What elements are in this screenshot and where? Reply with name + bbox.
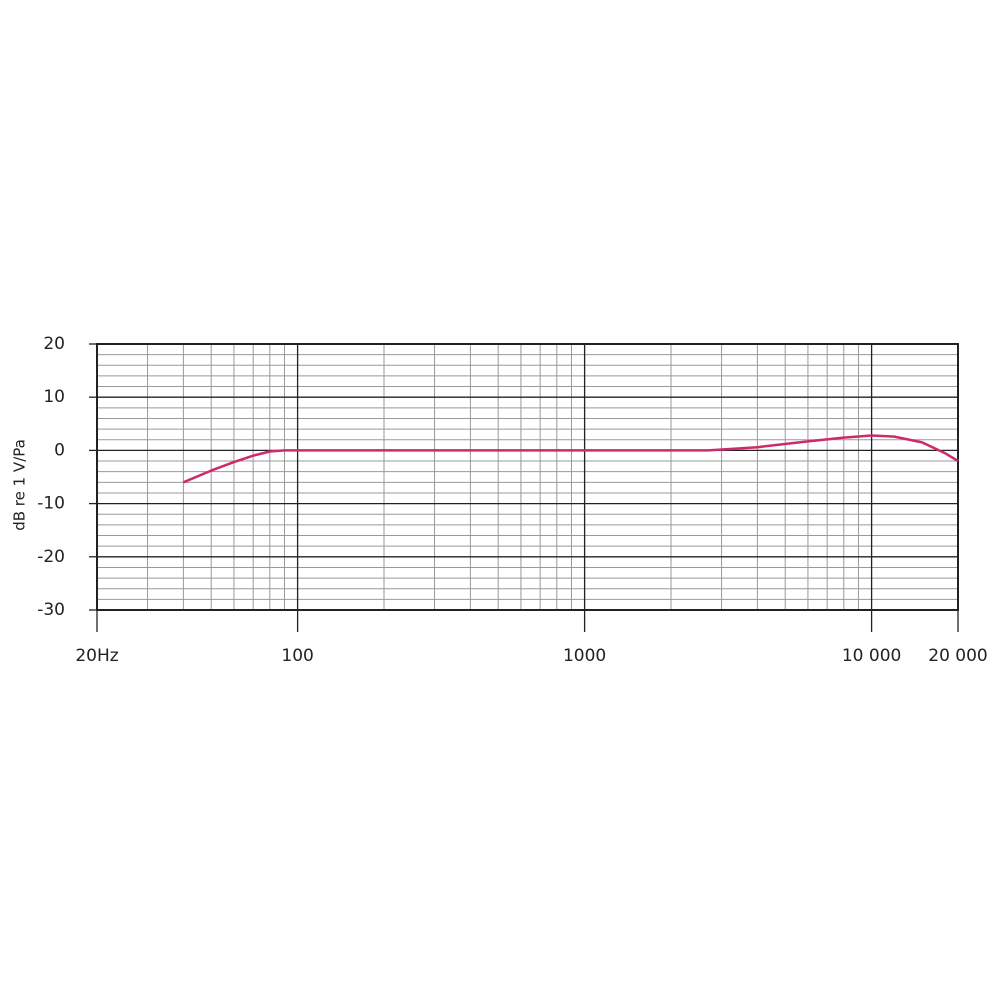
x-tick-label: 10 000 xyxy=(842,646,901,666)
y-tick-label: 0 xyxy=(54,440,65,460)
response-line xyxy=(182,434,959,484)
x-tick-label: 20 000 xyxy=(928,646,987,666)
y-tick-label: 20 xyxy=(43,334,65,354)
y-tick-label: -30 xyxy=(37,600,65,620)
y-tick-label: -10 xyxy=(37,494,65,514)
x-tick-label: 1000 xyxy=(563,646,606,666)
y-tick-label: 10 xyxy=(43,387,65,407)
plot-frame xyxy=(96,343,959,611)
x-tick-label: 20Hz xyxy=(75,646,118,666)
x-tick-label: 100 xyxy=(281,646,313,666)
y-tick-label: -20 xyxy=(37,547,65,567)
y-axis-label: dB re 1 V/Pa xyxy=(11,439,29,531)
